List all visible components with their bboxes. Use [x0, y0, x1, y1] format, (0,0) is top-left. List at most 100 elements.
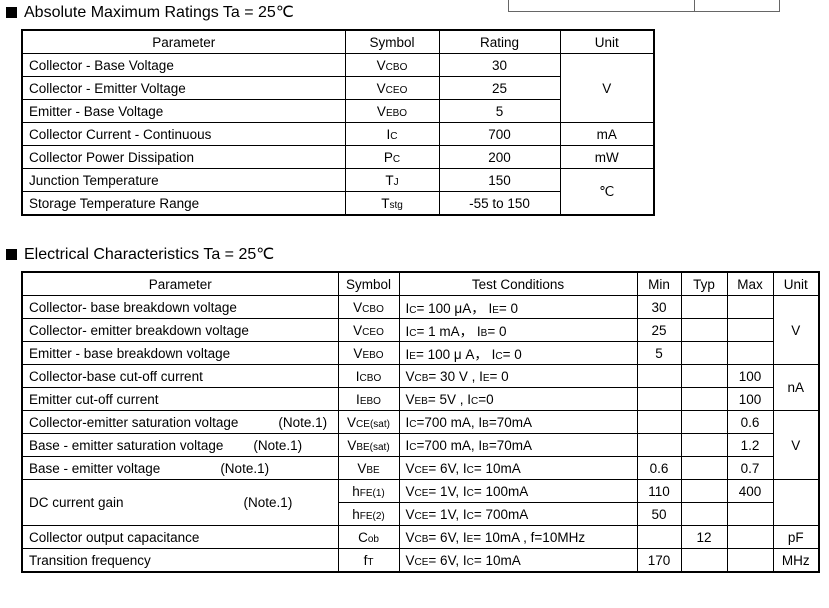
note-ref: (Note.1)	[278, 414, 328, 430]
parameter-cell: Collector- base breakdown voltage	[21, 295, 339, 319]
column-header: Unit	[772, 271, 820, 296]
test-conditions-cell: VCB= 6V, IE= 10mA , f=10MHz	[398, 525, 638, 549]
test-conditions-cell: VCB= 30 V , IE= 0	[398, 364, 638, 388]
header-row: Parameter Symbol Test Conditions Min Typ Max U…	[21, 271, 820, 296]
symbol-cell: VEBO	[344, 99, 440, 123]
symbol-cell: Tstg	[344, 191, 440, 216]
symbol-cell: hFE(2)	[337, 502, 400, 526]
table-row: Collector-base cut-off current ICBO VCB= 3…	[21, 364, 820, 411]
symbol-cell: ICBO	[337, 364, 400, 388]
table-row: DC current gain (Note.1) hFE(1) VCE= 1V, IC…	[21, 479, 820, 526]
unit-cell: nA	[772, 364, 820, 411]
typ-cell	[680, 341, 728, 365]
table-row: Transition frequency fT VCE= 6V, IC= 10mA 1…	[21, 548, 820, 573]
table-row: Storage Temperature Range Tstg -55 to 150	[21, 191, 654, 216]
bullet-square-icon	[6, 6, 17, 18]
elec-heading: Electrical Characteristics Ta = 25℃	[6, 244, 274, 264]
bullet-square-icon	[6, 248, 17, 260]
symbol-cell: VCBO	[344, 53, 440, 77]
typ-cell	[680, 318, 728, 342]
typ-cell: 12	[680, 525, 728, 549]
table-row: Base - emitter voltage (Note.1) VBE VCE= 6V…	[21, 456, 819, 480]
parameter-cell: Collector-emitter saturation voltage (Not…	[21, 410, 339, 434]
max-cell	[726, 341, 774, 365]
table-row: Collector- emitter breakdown voltage VCEO…	[21, 318, 819, 342]
parameter-cell: Emitter - base breakdown voltage	[21, 341, 339, 365]
parameter-cell: Collector - Base Voltage	[21, 53, 346, 77]
column-header: Parameter	[21, 29, 346, 54]
test-conditions-cell: VCE= 1V, IC= 100mA	[398, 479, 638, 503]
max-cell	[726, 548, 774, 573]
min-cell	[636, 364, 682, 388]
table-row: Collector - Base Voltage VCBO 30 V	[21, 53, 655, 123]
parameter-cell: Base - emitter voltage (Note.1)	[21, 456, 339, 480]
note-ref: (Note.1)	[220, 460, 270, 476]
min-cell: 0.6	[636, 456, 682, 480]
typ-cell	[680, 295, 728, 319]
symbol-cell: fT	[337, 548, 400, 573]
table-row: Collector- base breakdown voltage VCBO IC=…	[21, 295, 820, 365]
symbol-cell: VCEO	[337, 318, 400, 342]
test-conditions-cell: VCE= 6V, IC= 10mA	[398, 456, 638, 480]
unit-cell: mA	[559, 122, 655, 146]
min-cell: 50	[636, 502, 682, 526]
min-cell	[636, 387, 682, 411]
table-row: Collector Current - Continuous IC 700 mA	[21, 122, 655, 146]
rating-cell: 30	[438, 53, 561, 77]
rating-cell: 700	[438, 122, 561, 146]
max-cell: 0.6	[726, 410, 774, 434]
typ-cell	[680, 433, 728, 457]
parameter-cell: Emitter - Base Voltage	[21, 99, 346, 123]
symbol-cell: VCBO	[337, 295, 400, 319]
symbol-cell: IC	[344, 122, 440, 146]
symbol-cell: VBE(sat)	[337, 433, 400, 457]
column-header: Test Conditions	[398, 271, 638, 296]
rating-cell: -55 to 150	[438, 191, 561, 216]
note-ref: (Note.1)	[243, 495, 293, 510]
table-row: Collector output capacitance Cob VCB= 6V, …	[21, 525, 820, 549]
unit-cell: ℃	[559, 168, 655, 216]
electrical-characteristics-table: Parameter Symbol Test Conditions Min Typ Max U…	[21, 271, 820, 573]
table-row: Collector-emitter saturation voltage (Not…	[21, 410, 820, 480]
typ-cell	[680, 410, 728, 434]
symbol-cell: VCE(sat)	[337, 410, 400, 434]
test-conditions-cell: IC=700 mA, IB=70mA	[398, 433, 638, 457]
table-row: hFE(2) VCE= 1V, IC= 700mA 50	[22, 502, 819, 526]
max-cell	[726, 525, 774, 549]
table-row: Base - emitter saturation voltage (Note.1…	[21, 433, 819, 457]
parameter-cell: Collector Power Dissipation	[21, 145, 346, 169]
table-row: Junction Temperature TJ 150 ℃	[21, 168, 655, 216]
rating-cell: 200	[438, 145, 561, 169]
min-cell	[636, 525, 682, 549]
column-header: Max	[726, 271, 774, 296]
max-cell: 1.2	[726, 433, 774, 457]
unit-cell: MHz	[772, 548, 820, 573]
column-header: Symbol	[344, 29, 440, 54]
column-header: Typ	[680, 271, 728, 296]
unit-cell: pF	[772, 525, 820, 549]
symbol-cell: VEBO	[337, 341, 400, 365]
unit-cell	[772, 479, 820, 526]
max-cell: 0.7	[726, 456, 774, 480]
parameter-cell: Collector- emitter breakdown voltage	[21, 318, 339, 342]
parameter-cell: Collector - Emitter Voltage	[21, 76, 346, 100]
typ-cell	[680, 502, 728, 526]
rating-cell: 150	[438, 168, 561, 192]
min-cell: 110	[636, 479, 682, 503]
parameter-cell: Storage Temperature Range	[21, 191, 346, 216]
min-cell: 30	[636, 295, 682, 319]
max-cell	[726, 502, 774, 526]
note-ref: (Note.1)	[253, 437, 303, 453]
parameter-cell: Emitter cut-off current	[21, 387, 339, 411]
symbol-cell: Cob	[337, 525, 400, 549]
unit-cell: V	[772, 410, 820, 480]
min-cell	[636, 433, 682, 457]
header-row: Parameter Symbol Rating Unit	[21, 29, 655, 54]
table-row: Emitter - base breakdown voltage VEBO IE= …	[21, 341, 819, 365]
max-cell: 100	[726, 364, 774, 388]
column-header: Rating	[438, 29, 561, 54]
partial-box	[508, 0, 780, 12]
parameter-cell: Collector Current - Continuous	[21, 122, 346, 146]
symbol-cell: TJ	[344, 168, 440, 192]
abs-max-heading: Absolute Maximum Ratings Ta = 25℃	[6, 2, 294, 22]
